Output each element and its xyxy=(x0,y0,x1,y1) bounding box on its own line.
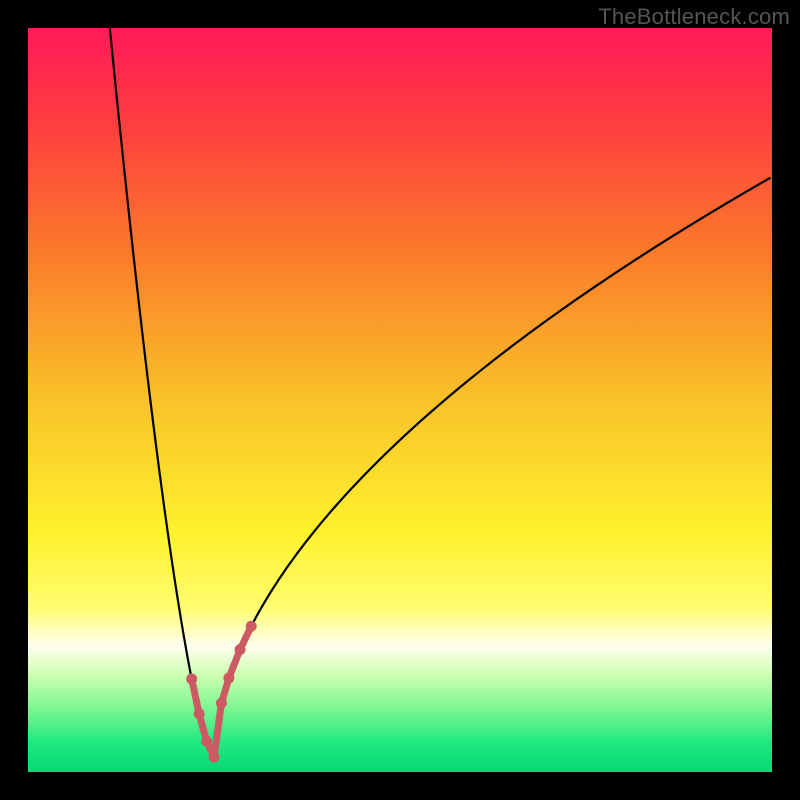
marker-dot xyxy=(246,621,257,632)
marker-dot xyxy=(216,698,227,709)
marker-dot xyxy=(194,708,205,719)
marker-dot xyxy=(201,736,212,747)
plot-area xyxy=(28,28,772,772)
watermark-text: TheBottleneck.com xyxy=(598,4,790,30)
marker-dot xyxy=(186,674,197,685)
marker-dot xyxy=(209,752,220,763)
bottleneck-curve-chart xyxy=(28,28,772,772)
marker-dot xyxy=(223,673,234,684)
chart-container: TheBottleneck.com xyxy=(0,0,800,800)
gradient-background xyxy=(28,28,772,772)
marker-dot xyxy=(235,644,246,655)
